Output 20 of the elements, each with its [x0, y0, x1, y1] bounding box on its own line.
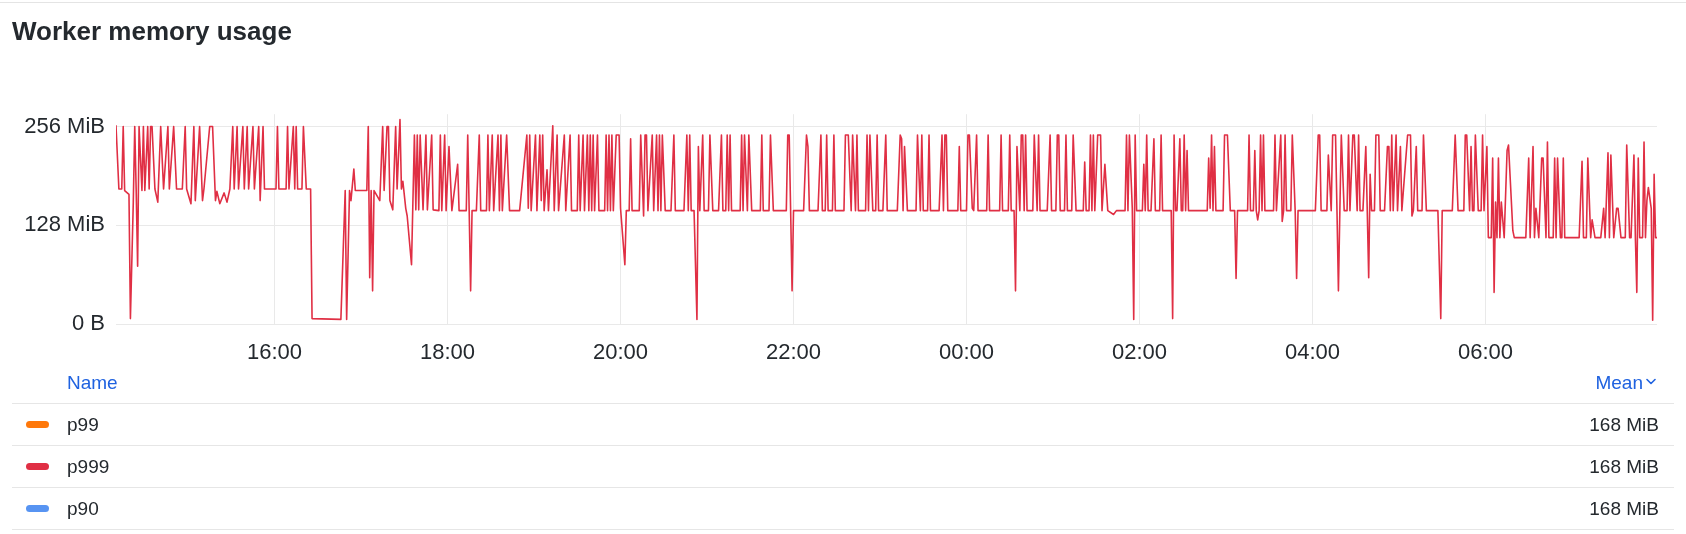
x-tick-label: 18:00: [420, 339, 476, 365]
x-tick-label: 00:00: [938, 339, 995, 365]
x-tick-label: 02:00: [1111, 339, 1168, 365]
legend-label: p99: [67, 413, 99, 437]
y-tick-label: 0 B: [71, 310, 105, 336]
y-tick-label: 256 MiB: [24, 112, 105, 138]
y-tick-label: 128 MiB: [24, 211, 105, 237]
text: Mean: [1595, 371, 1643, 395]
legend-label: p999: [67, 455, 110, 479]
x-tick-label: 22:00: [765, 339, 822, 365]
x-tick-label: 06:00: [1457, 339, 1513, 365]
text: 168 MiB: [1589, 413, 1659, 437]
text: 168 MiB: [1589, 497, 1659, 521]
x-tick-label: 04:00: [1284, 339, 1340, 365]
x-tick-label: 16:00: [247, 339, 303, 365]
legend-title: Name: [67, 371, 118, 395]
text: 168 MiB: [1589, 455, 1659, 479]
chart-title: Worker memory usage: [12, 16, 292, 46]
legend-label: p90: [67, 497, 99, 521]
x-tick-label: 20:00: [593, 339, 649, 365]
